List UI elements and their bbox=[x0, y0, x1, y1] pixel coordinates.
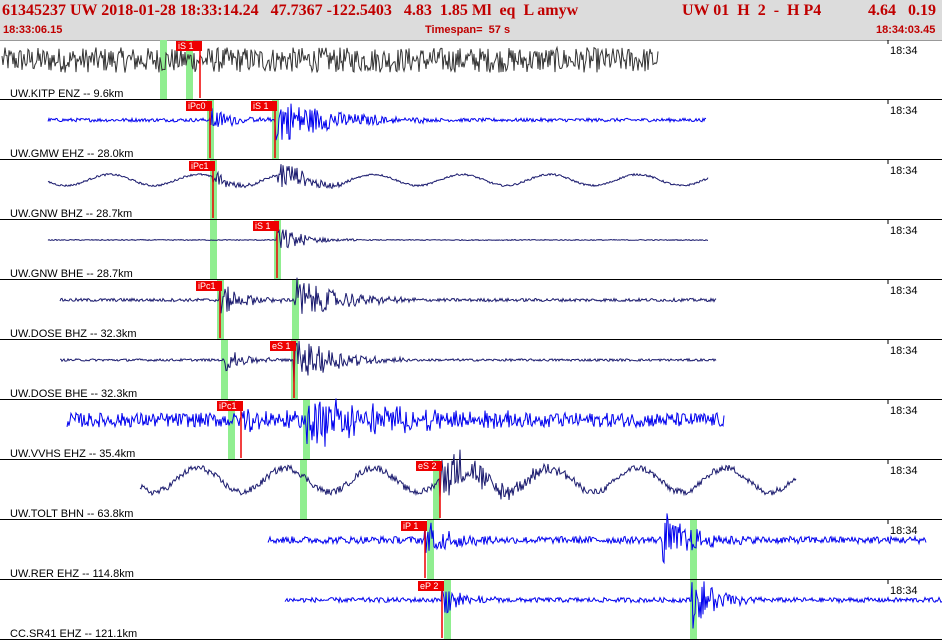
panel-time: 18:34 bbox=[890, 165, 918, 177]
station-label: UW.GNW BHZ -- 28.7km bbox=[10, 208, 132, 220]
pick-flag bbox=[251, 101, 277, 111]
end-time: 18:34:03.45 bbox=[876, 24, 936, 36]
trace-panel: eP 2 18:34 CC.SR41 EHZ -- 121.1km bbox=[0, 580, 942, 640]
pick-window bbox=[444, 580, 451, 640]
pick-window bbox=[427, 520, 434, 580]
station-label: UW.TOLT BHN -- 63.8km bbox=[10, 508, 133, 520]
pick-flag bbox=[186, 101, 212, 111]
pick-label: iS 1 bbox=[178, 41, 194, 51]
event-header: 61345237 UW 2018-01-28 18:33:14.24 47.73… bbox=[0, 0, 942, 41]
pick-flag bbox=[401, 521, 427, 531]
start-time: 18:33:06.15 bbox=[3, 24, 63, 36]
station-label: UW.KITP ENZ -- 9.6km bbox=[10, 88, 123, 100]
station-info: UW 01 H 2 - H P4 bbox=[682, 2, 822, 19]
trace-panel: iPc1 18:34 UW.GNW BHZ -- 28.7km bbox=[0, 160, 942, 220]
waveform bbox=[267, 513, 927, 565]
panel-time: 18:34 bbox=[890, 225, 918, 237]
pick-window bbox=[210, 220, 217, 280]
trace-panel: eS 1 18:34 UW.DOSE BHE -- 32.3km bbox=[0, 340, 942, 400]
trace-panel: iPc0 iS 1 18:34 UW.GMW EHZ -- 28.0km bbox=[0, 100, 942, 160]
seismogram-panels[interactable]: iS 1 18:34 UW.KITP ENZ -- 9.6km iPc0 iS 1 18:… bbox=[0, 40, 942, 640]
pick-label: iS 1 bbox=[255, 221, 271, 231]
panel-time: 18:34 bbox=[890, 405, 918, 417]
panel-time: 18:34 bbox=[890, 105, 918, 117]
pick-flag bbox=[176, 41, 202, 51]
waveform bbox=[59, 277, 717, 314]
pick-window bbox=[300, 460, 307, 520]
trace-panel: iP 1 18:34 UW.RER EHZ -- 114.8km bbox=[0, 513, 942, 580]
station-label: UW.RER EHZ -- 114.8km bbox=[10, 568, 134, 580]
panel-time: 18:34 bbox=[890, 585, 918, 597]
pick-flag bbox=[418, 581, 444, 591]
pick-label: iPc0 bbox=[188, 101, 206, 111]
station-label: UW.GNW BHE -- 28.7km bbox=[10, 268, 133, 280]
waveform bbox=[47, 164, 709, 190]
pick-label: eS 2 bbox=[418, 461, 437, 471]
pick-label: eS 1 bbox=[272, 341, 291, 351]
pick-window bbox=[690, 580, 697, 640]
waveform bbox=[47, 229, 709, 249]
pick-window bbox=[228, 400, 235, 460]
station-label: CC.SR41 EHZ -- 121.1km bbox=[10, 628, 137, 640]
trace-panel: iPc1 18:34 UW.DOSE BHZ -- 32.3km bbox=[0, 277, 942, 340]
pick-window bbox=[690, 520, 697, 580]
header-value-1: 4.64 bbox=[868, 2, 896, 19]
pick-label: iP 1 bbox=[403, 521, 418, 531]
event-summary: 61345237 UW 2018-01-28 18:33:14.24 47.73… bbox=[2, 2, 579, 19]
station-label: UW.GMW EHZ -- 28.0km bbox=[10, 148, 133, 160]
panel-time: 18:34 bbox=[890, 465, 918, 477]
panel-time: 18:34 bbox=[890, 525, 918, 537]
panel-time: 18:34 bbox=[890, 45, 918, 57]
pick-window bbox=[186, 40, 193, 100]
pick-window bbox=[292, 280, 299, 340]
waveform bbox=[47, 103, 707, 141]
pick-window bbox=[160, 40, 167, 100]
pick-flag bbox=[270, 341, 296, 351]
pick-flag bbox=[217, 401, 243, 411]
waveform bbox=[60, 340, 717, 384]
pick-label: iPc1 bbox=[219, 401, 237, 411]
pick-label: iPc1 bbox=[191, 161, 209, 171]
trace-panel: iS 1 18:34 UW.GNW BHE -- 28.7km bbox=[0, 220, 942, 280]
waveform bbox=[66, 398, 725, 447]
panel-time: 18:34 bbox=[890, 285, 918, 297]
pick-label: iPc1 bbox=[198, 281, 216, 291]
station-label: UW.VVHS EHZ -- 35.4km bbox=[10, 448, 135, 460]
header-value-2: 0.19 bbox=[908, 2, 936, 19]
pick-flag bbox=[253, 221, 279, 231]
trace-panel: iPc1 18:34 UW.VVHS EHZ -- 35.4km bbox=[0, 398, 942, 460]
waveform bbox=[139, 449, 797, 501]
timespan: Timespan= 57 s bbox=[425, 24, 511, 36]
pick-label: iS 1 bbox=[253, 101, 269, 111]
panel-time: 18:34 bbox=[890, 345, 918, 357]
trace-panel: eS 2 18:34 UW.TOLT BHN -- 63.8km bbox=[0, 449, 942, 520]
trace-panel: iS 1 18:34 UW.KITP ENZ -- 9.6km bbox=[0, 40, 942, 100]
pick-window bbox=[433, 460, 440, 520]
pick-flag bbox=[189, 161, 215, 171]
waveform bbox=[284, 581, 942, 629]
pick-label: eP 2 bbox=[420, 581, 438, 591]
station-label: UW.DOSE BHZ -- 32.3km bbox=[10, 328, 137, 340]
waveform bbox=[1, 45, 659, 74]
pick-window bbox=[221, 340, 228, 400]
station-label: UW.DOSE BHE -- 32.3km bbox=[10, 388, 137, 400]
pick-flag bbox=[416, 461, 442, 471]
pick-flag bbox=[196, 281, 222, 291]
